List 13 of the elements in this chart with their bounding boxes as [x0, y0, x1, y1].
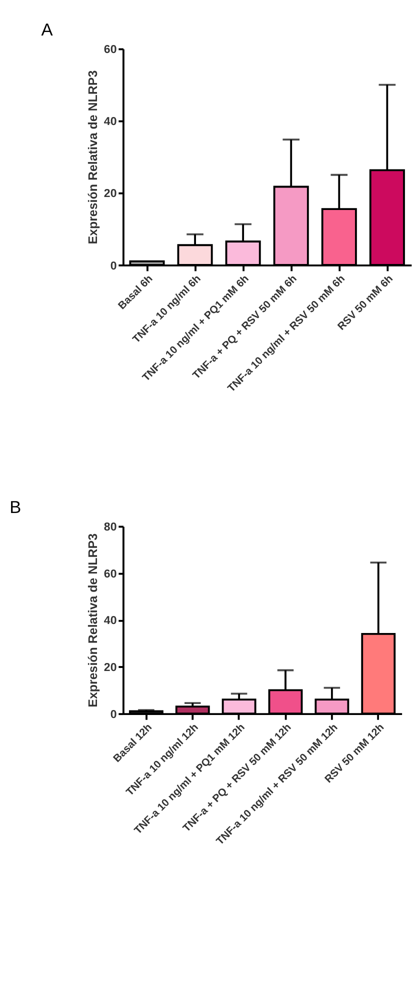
y-tick-label: 80	[104, 522, 117, 534]
y-tick-label: 40	[104, 615, 117, 628]
chart-title: B	[10, 496, 22, 517]
y-tick-label: 20	[104, 188, 117, 200]
chart-title: A	[41, 19, 54, 40]
y-tick-label: 60	[104, 568, 117, 580]
y-tick-label: 60	[104, 44, 117, 56]
y-tick-label: 0	[110, 708, 117, 721]
y-axis-title: Expresión Relativa de NLRP3	[86, 533, 100, 708]
y-tick-label: 0	[110, 260, 117, 272]
y-tick-label: 40	[104, 116, 117, 128]
y-tick-label: 20	[104, 662, 117, 674]
y-axis-title: Expresión Relativa de NLRP3	[86, 70, 100, 244]
